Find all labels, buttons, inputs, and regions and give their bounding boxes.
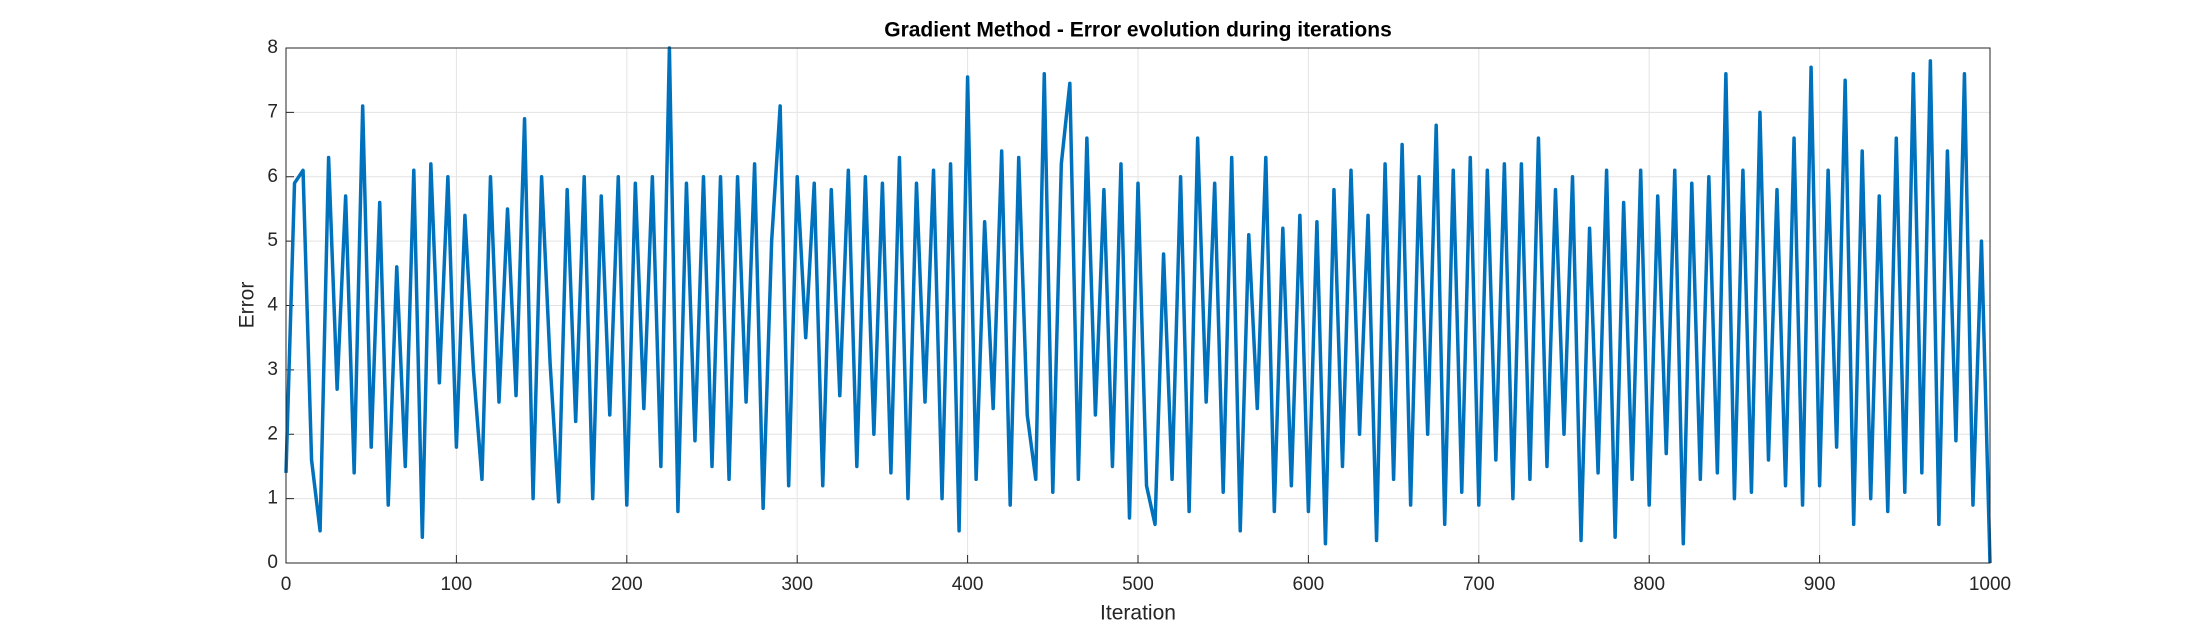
y-tick-label: 7 [267,101,278,122]
chart-title: Gradient Method - Error evolution during… [884,19,1392,42]
y-tick-label: 0 [267,552,278,573]
y-tick-label: 3 [267,359,278,380]
x-tick-label: 0 [281,574,292,595]
y-tick-label: 8 [267,37,278,58]
x-tick-label: 100 [441,574,473,595]
y-tick-label: 1 [267,488,278,509]
x-tick-label: 500 [1122,574,1154,595]
y-tick-label: 6 [267,166,278,187]
data-line [284,46,1992,564]
axes-box [285,47,1991,564]
y-tick-label: 5 [267,230,278,251]
x-tick-label: 900 [1804,574,1836,595]
x-tick-label: 600 [1293,574,1325,595]
y-tick-label: 4 [267,295,278,316]
x-tick-label: 400 [952,574,984,595]
x-tick-label: 300 [781,574,813,595]
y-axis-label: Error [236,282,259,329]
x-axis-label: Iteration [1100,602,1176,625]
x-tick-label: 700 [1463,574,1495,595]
x-tick-label: 200 [611,574,643,595]
x-tick-label: 800 [1633,574,1665,595]
y-tick-label: 2 [267,423,278,444]
x-tick-label: 1000 [1969,574,2011,595]
